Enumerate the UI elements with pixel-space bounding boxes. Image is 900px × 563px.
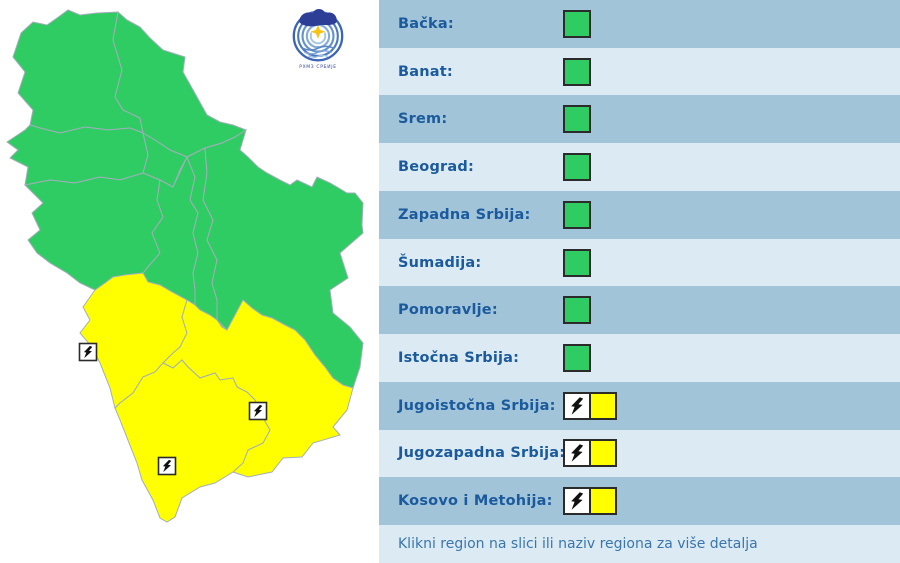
region-label[interactable]: Banat:: [398, 63, 453, 80]
region-label[interactable]: Istočna Srbija:: [398, 350, 520, 366]
legend-row[interactable]: Beograd:: [379, 143, 900, 191]
region-label[interactable]: Šumadija:: [398, 254, 482, 271]
status-indicator: [563, 9, 591, 38]
status-indicator: [563, 296, 591, 325]
legend-row[interactable]: Zapadna Srbija:: [379, 190, 900, 239]
warning-level-box: [563, 248, 591, 277]
region-label[interactable]: Srem:: [398, 111, 448, 128]
legend-row[interactable]: Pomoravlje:: [379, 286, 900, 335]
thunderstorm-icon: [563, 487, 591, 516]
region-label[interactable]: Zapadna Srbija:: [398, 206, 531, 223]
warning-level-box: [563, 200, 591, 229]
map-warning-thunderstorm-icon-jugozapadna: [78, 342, 98, 362]
rhmz-logo-caption: РХМЗ СРБИЈЕ: [299, 64, 337, 70]
warning-level-box: [563, 296, 591, 325]
warning-level-box: [563, 153, 591, 182]
legend-footer-note: Klikni region na slici ili naziv regiona…: [379, 525, 900, 563]
thunderstorm-icon: [563, 439, 591, 468]
region-label[interactable]: Jugozapadna Srbija:: [398, 445, 566, 462]
status-indicator: [563, 487, 617, 516]
warning-level-box: [563, 9, 591, 38]
status-indicator: [563, 105, 591, 134]
thunderstorm-icon: [563, 391, 591, 420]
warning-level-box: [563, 344, 591, 372]
warning-level-box: [563, 57, 591, 86]
legend-row[interactable]: Bačka:: [379, 0, 900, 48]
serbia-warning-map: [0, 0, 379, 563]
status-indicator: [563, 153, 591, 182]
map-region-zapadna-srbija[interactable]: [23, 172, 164, 291]
legend-row[interactable]: Jugoistočna Srbija:: [379, 381, 900, 430]
legend-row[interactable]: Srem:: [379, 95, 900, 144]
map-region-srem[interactable]: [6, 124, 149, 186]
legend-row[interactable]: Istočna Srbija:: [379, 334, 900, 382]
region-label[interactable]: Beograd:: [398, 159, 474, 176]
status-indicator: [563, 391, 617, 420]
map-warning-thunderstorm-icon-kosovo: [157, 456, 177, 476]
status-indicator: [563, 344, 591, 372]
map-svg: [6, 9, 364, 523]
map-warning-thunderstorm-icon-jugoistocna: [248, 401, 268, 421]
rhmz-logo: РХМЗ СРБИЈЕ: [288, 6, 348, 72]
legend-row[interactable]: Kosovo i Metohija:: [379, 477, 900, 526]
region-label[interactable]: Pomoravlje:: [398, 302, 498, 319]
status-indicator: [563, 439, 617, 468]
legend-row[interactable]: Šumadija:: [379, 238, 900, 287]
status-indicator: [563, 248, 591, 277]
legend-row[interactable]: Banat:: [379, 47, 900, 96]
region-legend-panel: Bačka: Banat: Srem:: [379, 0, 900, 563]
warning-level-box: [589, 391, 617, 420]
rhmz-logo-icon: РХМЗ СРБИЈЕ: [292, 9, 344, 70]
region-label[interactable]: Bačka:: [398, 15, 454, 32]
region-label[interactable]: Jugoistočna Srbija:: [398, 397, 556, 414]
warning-level-box: [589, 439, 617, 468]
warning-level-box: [589, 487, 617, 516]
warning-level-box: [563, 105, 591, 134]
legend-row[interactable]: Jugozapadna Srbija:: [379, 429, 900, 478]
status-indicator: [563, 200, 591, 229]
region-label[interactable]: Kosovo i Metohija:: [398, 493, 553, 510]
status-indicator: [563, 57, 591, 86]
